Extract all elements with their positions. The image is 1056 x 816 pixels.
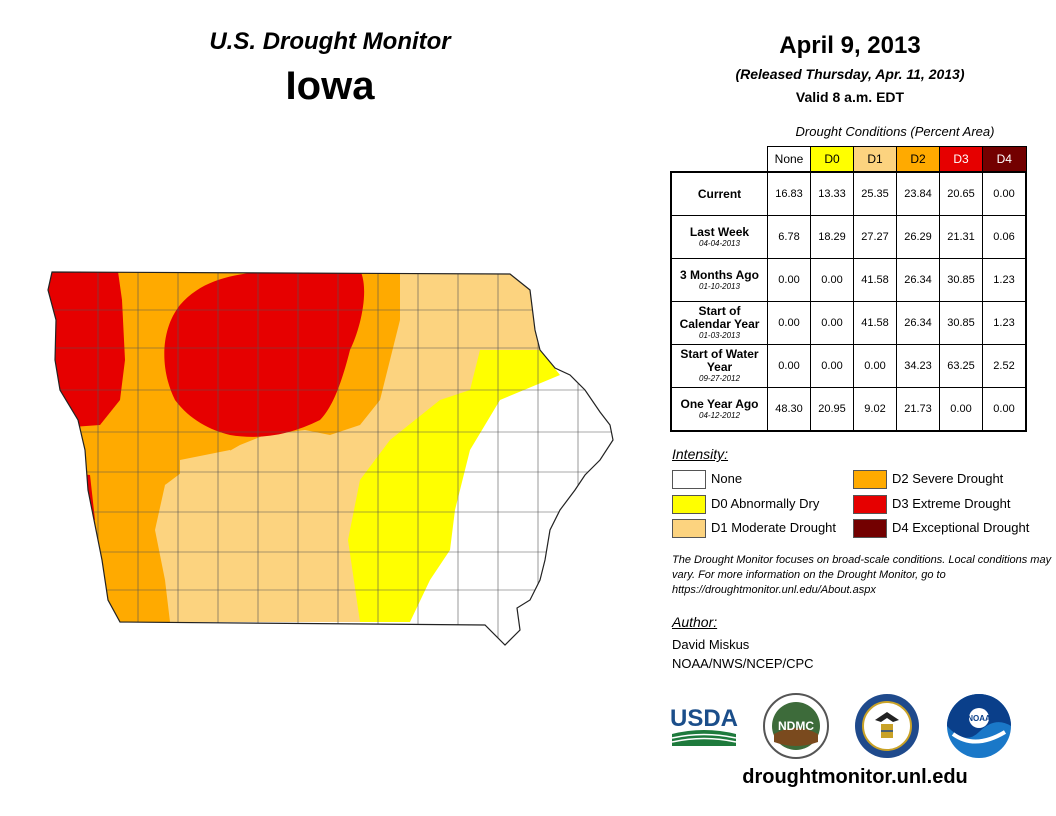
table-cell: 34.23 — [896, 344, 940, 388]
table-cell: 21.31 — [939, 215, 983, 259]
map-subtitle: U.S. Drought Monitor — [209, 28, 451, 55]
conditions-caption: Drought Conditions (Percent Area) — [795, 124, 995, 139]
table-row: Start of Water Year 09-27-2012 0.00 0.00 … — [670, 344, 1027, 388]
state-title: Iowa — [285, 64, 375, 108]
d3-northwest-region — [48, 272, 125, 430]
disclaimer-note: The Drought Monitor focuses on broad-sca… — [672, 554, 1052, 596]
table-cell: 26.34 — [896, 301, 940, 345]
noaa-logo: NOAA — [947, 694, 1011, 758]
drought-conditions-table: None D0 D1 D2 D3 D4 Current 16.83 13.33 … — [670, 146, 1027, 432]
col-d1: D1 — [853, 146, 897, 173]
table-cell: 27.27 — [853, 215, 897, 259]
table-cell: 1.23 — [982, 258, 1027, 302]
table-row: One Year Ago 04-12-2012 48.30 20.95 9.02 … — [670, 387, 1027, 432]
legend-swatch-d0 — [672, 495, 706, 514]
legend-label-d3: D3 Extreme Drought — [892, 496, 1011, 511]
legend-title: Intensity: — [672, 446, 729, 462]
table-cell: 41.58 — [853, 258, 897, 302]
table-cell: 0.00 — [767, 344, 811, 388]
legend-swatch-d4 — [853, 519, 887, 538]
table-cell: 21.73 — [896, 387, 940, 432]
table-cell: 0.00 — [810, 301, 854, 345]
table-row: Current 16.83 13.33 25.35 23.84 20.65 0.… — [670, 171, 1027, 216]
table-cell: 9.02 — [853, 387, 897, 432]
legend-swatch-d1 — [672, 519, 706, 538]
d3-southwest-region — [48, 470, 95, 540]
legend-label-d0: D0 Abnormally Dry — [711, 496, 820, 511]
table-cell: 0.06 — [982, 215, 1027, 259]
table-cell: 30.85 — [939, 301, 983, 345]
legend-swatch-none — [672, 470, 706, 489]
row-label: Start of Calendar Year 01-03-2013 — [670, 301, 768, 345]
col-d4: D4 — [982, 146, 1027, 173]
table-cell: 16.83 — [767, 171, 811, 216]
author-heading: Author: — [672, 614, 718, 630]
col-none: None — [767, 146, 811, 173]
legend-swatch-d3 — [853, 495, 887, 514]
table-cell: 0.00 — [810, 344, 854, 388]
table-cell: 0.00 — [810, 258, 854, 302]
table-cell: 41.58 — [853, 301, 897, 345]
row-label: Last Week 04-04-2013 — [670, 215, 768, 259]
table-row: Start of Calendar Year 01-03-2013 0.00 0.… — [670, 301, 1027, 345]
table-cell: 30.85 — [939, 258, 983, 302]
d1-southwest-pocket — [180, 450, 240, 510]
table-cell: 0.00 — [982, 387, 1027, 432]
author-organization: NOAA/NWS/NCEP/CPC — [672, 656, 814, 671]
table-cell: 0.00 — [767, 301, 811, 345]
release-date: (Released Thursday, Apr. 11, 2013) — [735, 66, 965, 82]
svg-text:NDMC: NDMC — [778, 719, 814, 733]
state-outline — [47, 271, 614, 646]
table-cell: 23.84 — [896, 171, 940, 216]
table-cell: 0.00 — [982, 171, 1027, 216]
iowa-drought-map — [47, 271, 614, 646]
commerce-seal-logo — [855, 694, 919, 758]
table-header-row: None D0 D1 D2 D3 D4 — [671, 146, 1027, 173]
row-label: 3 Months Ago 01-10-2013 — [670, 258, 768, 302]
row-label: Current — [670, 171, 768, 216]
usda-logo: USDA — [670, 705, 738, 746]
col-d2: D2 — [896, 146, 940, 173]
table-row: Last Week 04-04-2013 6.78 18.29 27.27 26.… — [670, 215, 1027, 259]
svg-text:NOAA: NOAA — [967, 714, 991, 723]
col-d0: D0 — [810, 146, 854, 173]
table-cell: 6.78 — [767, 215, 811, 259]
legend-label-d4: D4 Exceptional Drought — [892, 520, 1030, 535]
ndmc-logo: NDMC — [763, 693, 829, 759]
website-url[interactable]: droughtmonitor.unl.edu — [742, 766, 968, 788]
legend-label-d1: D1 Moderate Drought — [711, 520, 837, 535]
legend-swatch-d2 — [853, 470, 887, 489]
table-cell: 13.33 — [810, 171, 854, 216]
table-cell: 48.30 — [767, 387, 811, 432]
table-cell: 63.25 — [939, 344, 983, 388]
map-date: April 9, 2013 — [779, 32, 921, 59]
table-cell: 0.00 — [767, 258, 811, 302]
col-d3: D3 — [939, 146, 983, 173]
table-cell: 2.52 — [982, 344, 1027, 388]
county-lines — [50, 272, 613, 645]
svg-text:USDA: USDA — [670, 705, 738, 732]
table-cell: 0.00 — [939, 387, 983, 432]
table-row: 3 Months Ago 01-10-2013 0.00 0.00 41.58 2… — [670, 258, 1027, 302]
legend-label-none: None — [711, 471, 743, 486]
table-cell: 0.00 — [853, 344, 897, 388]
legend-label-d2: D2 Severe Drought — [892, 471, 1004, 486]
table-cell: 25.35 — [853, 171, 897, 216]
table-cell: 1.23 — [982, 301, 1027, 345]
valid-time: Valid 8 a.m. EDT — [795, 89, 905, 105]
table-corner — [671, 147, 768, 173]
table-cell: 26.34 — [896, 258, 940, 302]
d3-north-central-region — [164, 272, 365, 437]
author-name: David Miskus — [672, 637, 750, 652]
table-cell: 20.65 — [939, 171, 983, 216]
table-cell: 26.29 — [896, 215, 940, 259]
row-label: Start of Water Year 09-27-2012 — [670, 344, 768, 388]
table-cell: 20.95 — [810, 387, 854, 432]
table-cell: 18.29 — [810, 215, 854, 259]
row-label: One Year Ago 04-12-2012 — [670, 387, 768, 432]
